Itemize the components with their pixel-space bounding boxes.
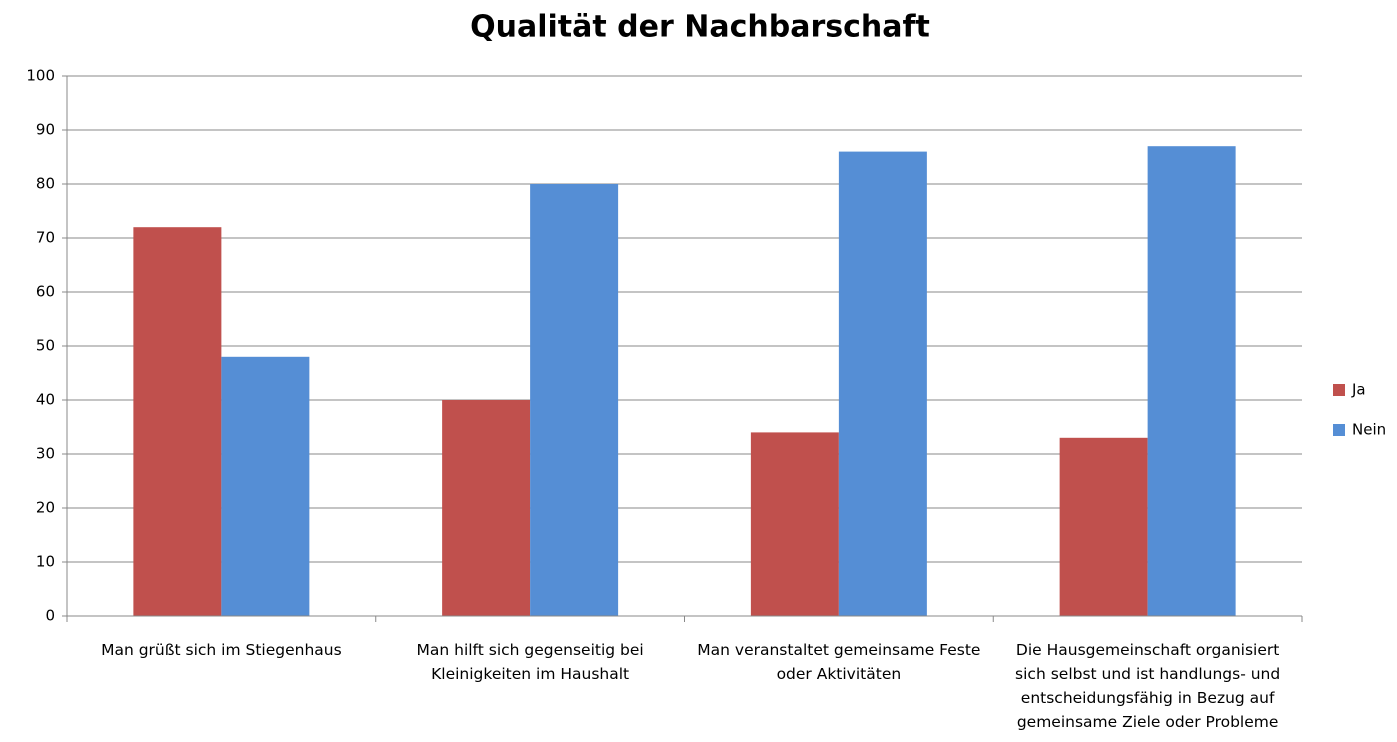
y-tick-label: 0 [45,607,55,625]
y-tick-label: 60 [36,283,55,301]
legend-swatch [1333,424,1345,436]
y-tick-label: 40 [36,391,55,409]
x-tick-label: Die Hausgemeinschaft organisiert sich se… [1015,641,1281,731]
y-tick-label: 30 [36,445,55,463]
y-tick-label: 50 [36,337,55,355]
bar [1059,437,1148,616]
bar [530,184,619,616]
legend-label: Nein [1352,421,1386,439]
bar [221,356,310,616]
x-tick-label: Man veranstaltet gemeinsame Feste oder A… [697,641,981,683]
x-tick-label: Man hilft sich gegenseitig bei Kleinigke… [416,641,644,683]
bar [750,432,839,616]
y-tick-label: 90 [36,121,55,139]
bar [442,400,531,616]
bar [133,227,222,616]
y-tick-label: 100 [26,67,55,85]
bar [838,151,927,616]
y-tick-label: 80 [36,175,55,193]
y-tick-label: 20 [36,499,55,517]
y-tick-label: 10 [36,553,55,571]
x-tick-label: Man grüßt sich im Stiegenhaus [101,641,342,659]
bar [1147,146,1236,616]
legend-label: Ja [1351,381,1366,399]
legend-swatch [1333,384,1345,396]
chart-title: Qualität der Nachbarschaft [470,10,930,45]
y-tick-label: 70 [36,229,55,247]
